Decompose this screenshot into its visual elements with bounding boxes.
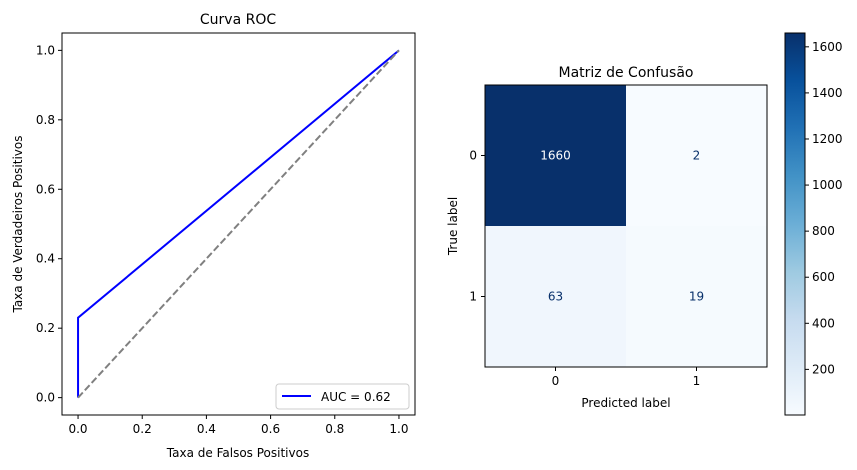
confusion-matrix-chart: Matriz de Confusão 1660 2 63 19 0 1 0 1 Predic… <box>446 65 768 410</box>
cm-cell <box>485 226 626 367</box>
cm-y-tick-label: 0 <box>469 149 477 163</box>
cm-cell <box>626 85 767 226</box>
roc-x-tick-label: 0.4 <box>197 422 216 436</box>
colorbar: 200 400 600 800 1000 1200 1400 1600 <box>784 32 843 416</box>
cm-x-tick-label: 1 <box>693 374 701 388</box>
roc-plot-area <box>77 49 400 399</box>
roc-diagonal-reference-line <box>77 49 400 399</box>
cm-cell <box>626 226 767 367</box>
roc-y-axis-label: Taxa de Verdadeiros Positivos <box>11 135 25 313</box>
colorbar-tick-label: 800 <box>812 224 835 238</box>
roc-x-tick-label: 0.2 <box>133 422 152 436</box>
roc-legend-box <box>275 383 410 410</box>
colorbar-tick-label: 1600 <box>812 40 843 54</box>
cm-cell <box>485 85 626 226</box>
cm-cell-value: 63 <box>548 290 563 304</box>
roc-x-tick-label: 0.6 <box>261 422 280 436</box>
colorbar-tick-label: 1000 <box>812 178 843 192</box>
colorbar-tick-label: 600 <box>812 270 835 284</box>
cm-axes-frame <box>484 84 768 368</box>
roc-x-axis-label: Taxa de Falsos Positivos <box>166 446 309 460</box>
colorbar-tick-label: 400 <box>812 316 835 330</box>
roc-y-tick-label: 0.6 <box>36 182 55 196</box>
roc-x-tick-label: 0.0 <box>68 422 87 436</box>
roc-y-tick-label: 0.0 <box>36 391 55 405</box>
roc-y-tick-label: 0.2 <box>36 321 55 335</box>
roc-legend-label: AUC = 0.62 <box>321 390 391 404</box>
cm-x-axis-label: Predicted label <box>581 396 670 410</box>
roc-chart: Curva ROC 0.0 0.2 0.4 0.6 0.8 1.0 0.0 0.2 0.4 0.6… <box>11 12 416 460</box>
cm-y-axis-label: True label <box>446 197 460 256</box>
roc-axes-frame <box>61 32 416 416</box>
cm-cell-value: 1660 <box>540 149 571 163</box>
cm-cell-value: 19 <box>689 290 704 304</box>
roc-y-tick-label: 1.0 <box>36 43 55 57</box>
roc-x-tick-label: 1.0 <box>389 422 408 436</box>
colorbar-ticks: 200 400 600 800 1000 1200 1400 1600 <box>805 40 843 376</box>
roc-curve-line <box>77 49 400 398</box>
roc-y-tick-label: 0.8 <box>36 113 55 127</box>
cm-title: Matriz de Confusão <box>559 65 694 81</box>
roc-title: Curva ROC <box>200 12 276 28</box>
colorbar-tick-label: 1400 <box>812 86 843 100</box>
roc-x-tick-label: 0.8 <box>325 422 344 436</box>
cm-cells: 1660 2 63 19 <box>485 85 767 367</box>
colorbar-tick-label: 200 <box>812 362 835 376</box>
colorbar-gradient <box>784 32 806 416</box>
cm-x-tick-label: 0 <box>552 374 560 388</box>
cm-y-tick-label: 1 <box>469 290 477 304</box>
roc-y-tick-label: 0.4 <box>36 252 55 266</box>
roc-legend: AUC = 0.62 <box>275 383 410 410</box>
cm-cell-value: 2 <box>693 149 701 163</box>
roc-ticks: 0.0 0.2 0.4 0.6 0.8 1.0 0.0 0.2 0.4 0.6 0.8 1.0 <box>36 43 409 436</box>
cm-ticks: 0 1 0 1 <box>469 149 700 389</box>
colorbar-tick-label: 1200 <box>812 132 843 146</box>
